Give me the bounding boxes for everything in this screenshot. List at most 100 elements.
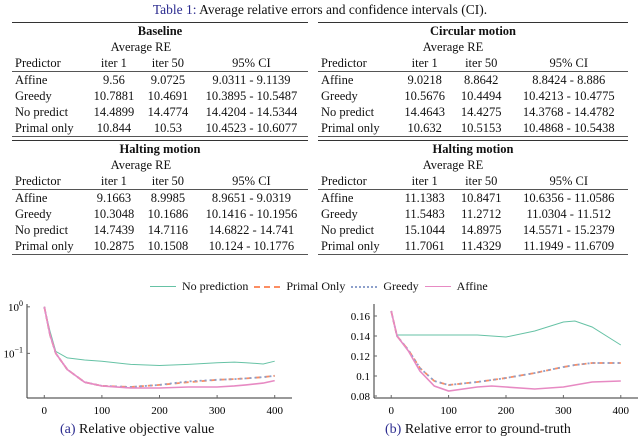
table-cell: 15.1044 [404,223,446,237]
table-cell: 10.5676 [404,89,446,103]
column-header: iter 1 [86,55,141,72]
table-cell: 14.7439 [93,223,135,237]
table-row: No predict 15.1044 14.8975 14.5571 - 15.237… [318,222,628,238]
table-cell: No predict [321,105,375,119]
table-row: Greedy 11.5483 11.2712 11.0304 - 11.512 [318,206,628,222]
table-cell: 10.4691 [147,89,189,103]
table-cell: 11.4329 [452,238,510,255]
table-row: Primal only 10.844 10.53 10.4523 - 10.6077 [12,120,308,137]
table-cell: 14.4204 - 14.5344 [205,105,298,119]
table-cell: Affine [15,191,48,205]
y-tick-label: 100 [8,299,23,314]
table-title: Halting motion [12,140,308,157]
y-tick-label: 0.14 [351,331,371,343]
table-title: Circular motion [318,22,628,39]
chart-relative-error: 0 100 200 300 400 0.08 0.1 0.12 0.14 0.16 [351,304,638,417]
x-tick-label: 300 [555,405,572,417]
series-line-affine [43,306,275,389]
table-subheader: Average RE [422,40,484,54]
table-cell: 10.1686 [147,207,189,221]
table-cell: 14.8975 [460,223,502,237]
column-header: iter 50 [452,173,510,190]
table-row: No predict 14.4643 14.4275 14.3768 - 14.478… [318,104,628,120]
results-table: Baseline Average RE Predictor iter 1 iter 50… [12,22,308,137]
table-cell: No predict [321,223,375,237]
table-cell: 9.1663 [96,191,132,205]
table-cell: 10.2875 [86,238,141,255]
table-cell: Greedy [321,89,358,103]
table-cell: 14.3768 - 14.4782 [522,105,615,119]
table-row: Greedy 10.7881 10.4691 10.3895 - 10.5487 [12,88,308,104]
table-cell: 8.9651 - 9.0319 [211,191,292,205]
table-subheader: Average RE [422,158,484,172]
table-cell: Primal only [318,120,397,137]
table-cell: Primal only [12,238,87,255]
x-tick-label: 300 [209,405,226,417]
table-cell: 14.4643 [404,105,446,119]
table-caption: Table 1: Average relative errors and con… [152,2,488,17]
table-cell: Greedy [321,207,358,221]
table-cell: 14.7116 [147,223,188,237]
legend-swatch [424,286,451,287]
table-cell: 8.8642 [464,73,499,87]
table-row: Affine 9.1663 8.9985 8.9651 - 9.0319 [12,190,308,207]
legend-label: Greedy [383,279,419,293]
table-cell: 10.4868 - 10.5438 [509,120,628,137]
table-row: Primal only 10.2875 10.1508 10.124 - 10.177… [12,238,308,255]
table-cell: 14.6822 - 14.741 [208,223,295,237]
column-header: 95% CI [509,55,628,72]
table-cell: 9.56 [102,73,125,87]
column-header: iter 50 [140,55,195,72]
table-row: No predict 14.7439 14.7116 14.6822 - 14.741 [12,222,308,238]
y-tick-label: 0.08 [351,391,371,403]
table-cell: 11.7061 [396,238,453,255]
x-tick-label: 400 [266,405,283,417]
x-tick-label: 100 [94,405,111,417]
table-cell: No predict [15,223,69,237]
series-line-no-prediction [43,306,275,367]
table-row: Affine 9.0218 8.8642 8.8424 - 8.886 [318,72,628,89]
table-row: Primal only 11.7061 11.4329 11.1949 - 11.67… [318,238,628,255]
legend-label: Affine [456,279,488,293]
legend-label: No prediction [182,279,249,293]
x-tick-label: 0 [42,405,48,417]
column-header: 95% CI [194,173,308,190]
table-subheader: Average RE [110,40,172,54]
table-cell: 9.0725 [150,73,186,87]
table-cell: Greedy [15,89,52,103]
table-cell: Affine [321,191,354,205]
series-line-primal-only [390,310,621,386]
table-cell: 14.5571 - 15.2379 [522,223,615,237]
series-line-greedy [43,306,275,388]
table-cell: 9.0218 [407,73,442,87]
table-cell: Affine [15,73,48,87]
column-header: 95% CI [509,173,628,190]
column-header: iter 1 [396,55,453,72]
table-cell: 8.8424 - 8.886 [532,73,606,87]
table-cell: 10.5153 [452,120,510,137]
y-tick-label: 0.16 [351,311,371,323]
series-line-affine [390,310,621,392]
legend-swatch [254,285,281,288]
table-cell: 9.0311 - 9.1139 [212,73,291,87]
chart-legend: No prediction Primal Only Greedy Affine [150,279,488,294]
chart-relative-objective: 0 100 200 300 400 100 10−1 [3,299,292,417]
table-cell: 10.3048 [93,207,135,221]
table-cell: 10.632 [396,120,453,137]
column-header: Predictor [318,55,397,72]
table-cell: 14.4774 [147,105,189,119]
x-tick-label: 0 [388,405,394,417]
legend-label: Primal Only [286,279,346,293]
table-cell: 8.9985 [150,191,186,205]
table-cell: 10.6356 - 11.0586 [523,191,615,205]
table-row: No predict 14.4899 14.4774 14.4204 - 14.534… [12,104,308,120]
table-cell: 11.5483 [404,207,445,221]
table-title: Halting motion [318,140,628,157]
table-cell: 14.4275 [460,105,502,119]
table-row: Greedy 10.3048 10.1686 10.1416 - 10.1956 [12,206,308,222]
series-line-greedy [390,310,621,386]
y-tick-label: 0.12 [351,351,370,363]
y-tick-label: 10−1 [3,345,23,360]
